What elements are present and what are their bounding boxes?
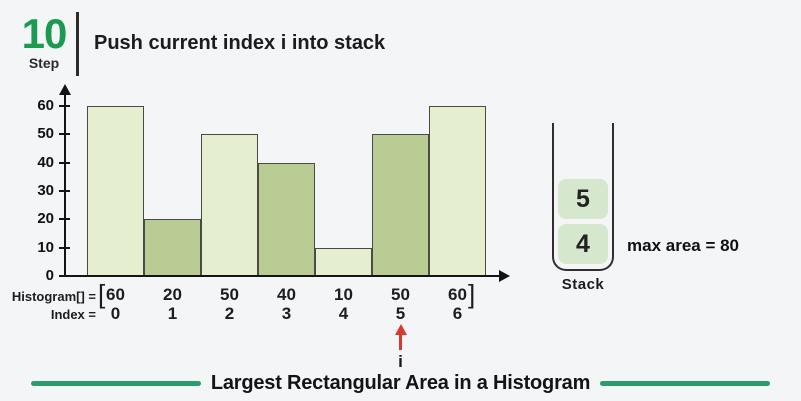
index-value: 0 xyxy=(110,304,121,323)
histogram-bar xyxy=(372,134,429,276)
stack-item: 5 xyxy=(558,179,608,219)
histogram-value: 50 xyxy=(391,285,410,304)
y-axis-arrow-icon xyxy=(59,84,71,95)
histogram-bar xyxy=(258,162,315,276)
index-value: 1 xyxy=(167,304,178,323)
x-axis-arrow-icon xyxy=(499,269,510,282)
y-axis xyxy=(64,94,66,277)
y-axis-tick-label: 40 xyxy=(37,153,54,171)
y-axis-tick-label: 0 xyxy=(45,267,54,284)
stack-label: Stack xyxy=(561,276,605,293)
footer-title-bar: Largest Rectangular Area in a Histogram xyxy=(0,372,801,395)
histogram-bar xyxy=(144,219,201,276)
close-bracket: ] xyxy=(468,279,476,309)
y-axis-tick xyxy=(59,246,70,249)
y-axis-tick xyxy=(59,133,70,136)
decorative-line-right xyxy=(600,381,771,386)
histogram-bar xyxy=(201,134,258,276)
histogram-array-label: Histogram[] = xyxy=(11,289,96,304)
arrow-up-icon xyxy=(394,324,407,335)
histogram-bar xyxy=(429,106,486,276)
index-value: 2 xyxy=(224,304,235,323)
pointer-label: i xyxy=(398,352,403,371)
index-value: 3 xyxy=(281,304,292,323)
index-value: 5 xyxy=(395,304,406,323)
y-axis-tick-label: 10 xyxy=(37,238,54,256)
histogram-value: 60 xyxy=(448,285,467,304)
stack-item: 4 xyxy=(558,224,608,264)
histogram-value: 20 xyxy=(163,285,182,304)
y-axis-tick xyxy=(59,218,70,221)
histogram-value: 50 xyxy=(220,285,239,304)
histogram-bar xyxy=(315,247,372,276)
decorative-line-left xyxy=(30,381,201,386)
x-axis xyxy=(64,274,501,277)
step-label: Step xyxy=(28,55,60,71)
y-axis-tick-label: 20 xyxy=(37,210,54,228)
histogram-value: 60 xyxy=(106,285,125,304)
header-divider xyxy=(76,12,79,76)
histogram-bar xyxy=(87,106,144,276)
open-bracket: [ xyxy=(98,279,106,309)
index-value: 6 xyxy=(452,304,463,323)
max-area-text: max area = 80 xyxy=(627,236,740,255)
y-axis-tick-label: 50 xyxy=(37,125,54,143)
y-axis-tick xyxy=(59,275,70,277)
step-number: 10 xyxy=(21,10,68,57)
y-axis-tick-label: 60 xyxy=(37,97,54,114)
histogram-value: 40 xyxy=(277,285,296,304)
arrow-shaft xyxy=(399,333,402,350)
y-axis-tick xyxy=(59,190,70,192)
step-description-title: Push current index i into stack xyxy=(94,32,386,54)
histogram-value: 10 xyxy=(334,285,353,304)
index-row-label: Index = xyxy=(50,307,96,322)
y-axis-tick xyxy=(59,161,70,164)
index-value: 4 xyxy=(338,304,349,323)
y-axis-tick-label: 30 xyxy=(37,182,54,199)
footer-title: Largest Rectangular Area in a Histogram xyxy=(210,372,591,394)
y-axis-tick xyxy=(59,105,70,107)
